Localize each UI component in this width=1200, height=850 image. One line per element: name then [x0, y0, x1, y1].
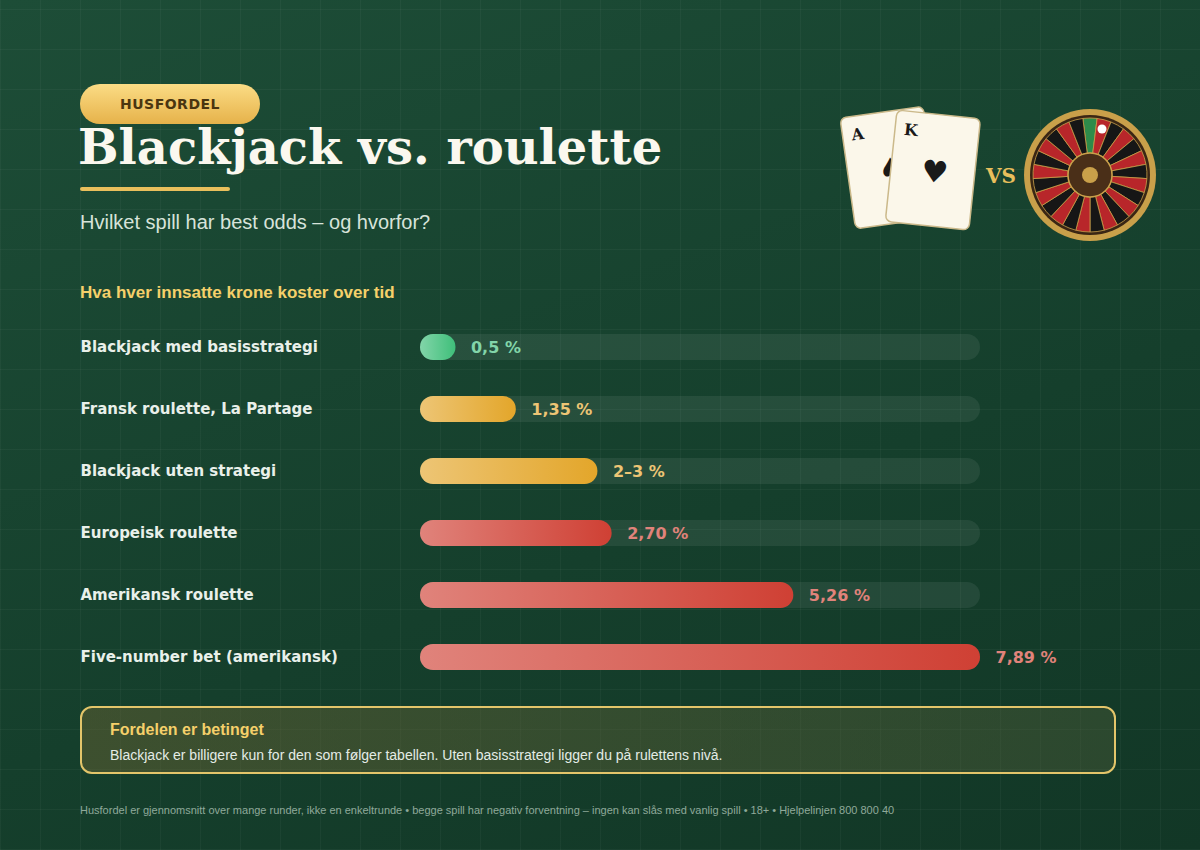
svg-text:Amerikansk roulette: Amerikansk roulette — [81, 586, 254, 604]
svg-text:7,89 %: 7,89 % — [996, 648, 1057, 667]
html-text:Fordelen er betinget: Fordelen er betinget — [110, 721, 264, 738]
svg-text:Blackjack med basisstrategi: Blackjack med basisstrategi — [81, 338, 318, 356]
html-text:Hvilket spill har best odds –: Hvilket spill har best odds – og hvorfor… — [80, 211, 431, 233]
svg-text:Fransk roulette, La Partage: Fransk roulette, La Partage — [81, 400, 313, 418]
svg-text:VS: VS — [985, 164, 1016, 188]
svg-text:1,35 %: 1,35 % — [531, 400, 592, 419]
svg-text:2–3 %: 2–3 % — [613, 462, 665, 481]
svg-text:Europeisk roulette: Europeisk roulette — [81, 524, 238, 542]
svg-text:A: A — [849, 124, 866, 145]
svg-text:Blackjack uten strategi: Blackjack uten strategi — [81, 462, 277, 480]
svg-text:K: K — [903, 120, 920, 140]
svg-text:Five-number bet (amerikansk): Five-number bet (amerikansk) — [81, 648, 338, 666]
html-text:Husfordel er gjennomsnitt over: Husfordel er gjennomsnitt over mange run… — [80, 804, 895, 816]
svg-text:♥: ♥ — [920, 153, 950, 191]
svg-text:0,5 %: 0,5 % — [471, 338, 521, 357]
svg-text:2,70 %: 2,70 % — [627, 524, 688, 543]
html-text:Blackjack er billigere kun for: Blackjack er billigere kun for den som f… — [110, 747, 723, 763]
svg-text:5,26 %: 5,26 % — [809, 586, 870, 605]
html-text:Hva hver innsatte krone koster: Hva hver innsatte krone koster over tid — [80, 283, 395, 302]
html-text:HUSFORDEL: HUSFORDEL — [120, 96, 220, 112]
html-text:Blackjack vs. roulette: Blackjack vs. roulette — [78, 119, 663, 175]
